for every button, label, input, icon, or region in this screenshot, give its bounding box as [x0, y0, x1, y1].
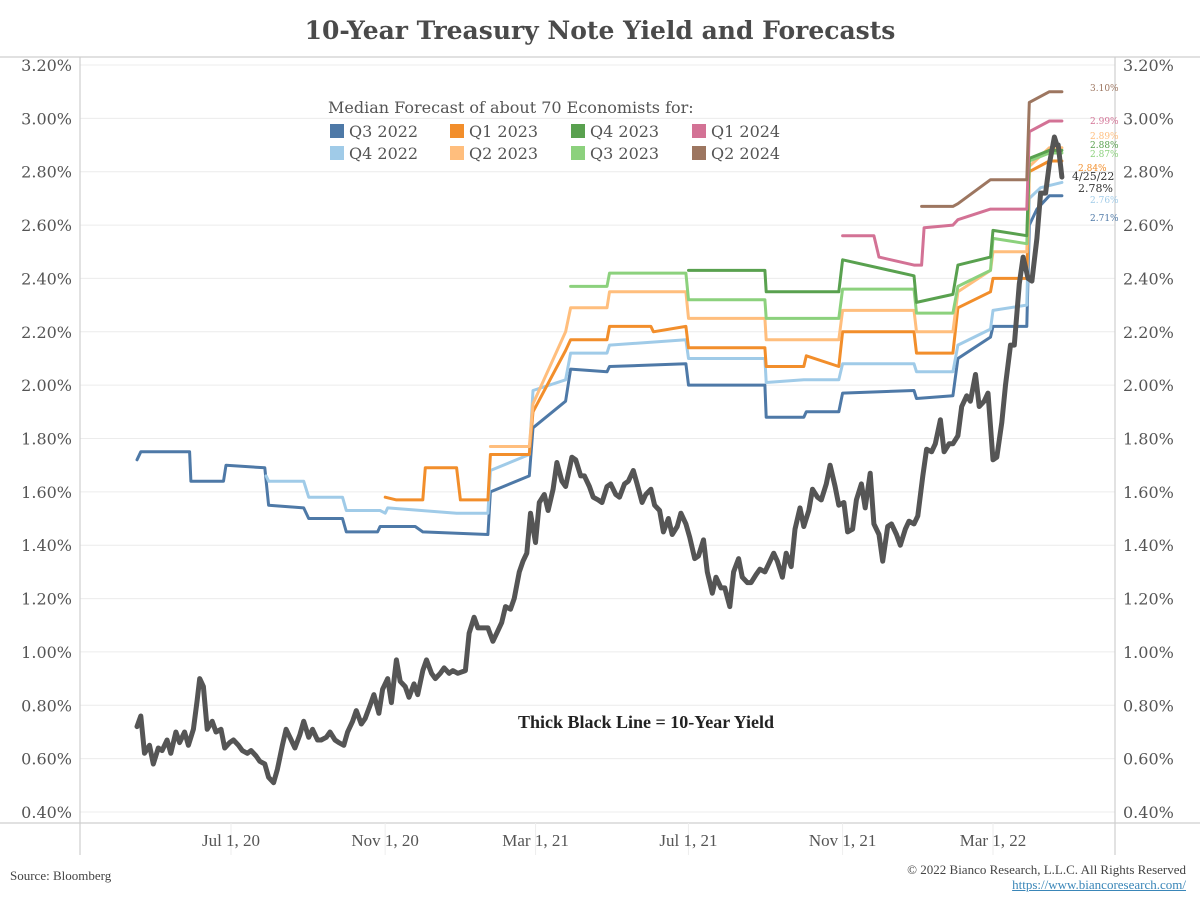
legend-swatch	[330, 124, 344, 138]
axes: 3.20% 3.20% 3.00% 3.00% 2.80% 2.80% 2.60% 2.60%…	[0, 56, 1200, 855]
x-tick-label: Jul 1, 20	[202, 831, 260, 850]
legend-swatch	[571, 146, 585, 160]
legend-swatch	[692, 124, 706, 138]
y-tick-label-left: 0.40%	[21, 803, 72, 822]
y-tick-label-right: 2.80%	[1123, 163, 1174, 182]
x-tick-label: Jul 1, 21	[659, 831, 717, 850]
legend-swatch	[330, 146, 344, 160]
series-group	[134, 90, 1065, 786]
x-tick-label: Mar 1, 21	[502, 831, 569, 850]
x-tick-label: Nov 1, 21	[809, 831, 877, 850]
series-line-q3-2022	[135, 194, 1064, 536]
y-tick-label-right: 2.40%	[1123, 269, 1174, 288]
end-label: 2.87%	[1090, 150, 1119, 160]
y-tick-label-left: 0.60%	[21, 750, 72, 769]
series-line-q1-2023	[383, 159, 1064, 502]
series-line-q2-2024	[920, 90, 1064, 208]
y-tick-label-left: 2.00%	[21, 376, 72, 395]
legend-label: Q4 2023	[590, 122, 659, 141]
end-label: 2.99%	[1090, 117, 1119, 127]
legend-label: Q1 2023	[469, 122, 538, 141]
legend-swatch	[692, 146, 706, 160]
y-tick-label-left: 1.80%	[21, 430, 72, 449]
legend-label: Q3 2023	[590, 144, 659, 163]
y-tick-label-left: 2.80%	[21, 163, 72, 182]
end-label: 2.88%	[1090, 141, 1119, 151]
y-tick-label-left: 1.60%	[21, 483, 72, 502]
y-tick-label-right: 2.20%	[1123, 323, 1174, 342]
y-tick-label-right: 2.00%	[1123, 376, 1174, 395]
series-line-10-year-yield	[134, 134, 1065, 786]
y-tick-label-right: 1.20%	[1123, 590, 1174, 609]
grid	[80, 64, 1115, 813]
y-tick-label-left: 1.20%	[21, 590, 72, 609]
y-tick-label-right: 0.40%	[1123, 803, 1174, 822]
y-tick-label-left: 1.40%	[21, 536, 72, 555]
end-label: 2.84%	[1078, 164, 1107, 174]
y-tick-label-right: 1.60%	[1123, 483, 1174, 502]
y-tick-label-right: 0.80%	[1123, 696, 1174, 715]
legend-label: Q1 2024	[711, 122, 780, 141]
y-tick-label-right: 1.40%	[1123, 536, 1174, 555]
y-tick-label-right: 1.00%	[1123, 643, 1174, 662]
legend-label: Q2 2024	[711, 144, 780, 163]
source-note: Source: Bloomberg	[10, 868, 112, 883]
chart-title: 10-Year Treasury Note Yield and Forecast…	[305, 16, 896, 45]
x-tick-label: Nov 1, 20	[351, 831, 419, 850]
legend-swatch	[571, 124, 585, 138]
yield-end-label: 2.78%	[1078, 182, 1113, 195]
y-tick-label-left: 3.20%	[21, 56, 72, 75]
y-tick-label-left: 0.80%	[21, 696, 72, 715]
legend-swatch	[450, 124, 464, 138]
website-link[interactable]: https://www.biancoresearch.com/	[1012, 877, 1186, 892]
x-tick-label: Mar 1, 22	[960, 831, 1027, 850]
copyright-text: © 2022 Bianco Research, L.L.C. All Right…	[907, 862, 1186, 877]
y-tick-label-right: 3.20%	[1123, 56, 1174, 75]
y-tick-label-right: 1.80%	[1123, 430, 1174, 449]
chart-svg: 10-Year Treasury Note Yield and Forecast…	[0, 16, 1200, 855]
y-tick-label-right: 2.60%	[1123, 216, 1174, 235]
end-label: 2.89%	[1090, 132, 1119, 142]
copyright-block: © 2022 Bianco Research, L.L.C. All Right…	[907, 862, 1186, 892]
legend-swatch	[450, 146, 464, 160]
legend-title: Median Forecast of about 70 Economists f…	[328, 98, 694, 117]
legend-label: Q2 2023	[469, 144, 538, 163]
series-line-q4-2022	[264, 180, 1064, 515]
y-tick-label-left: 1.00%	[21, 643, 72, 662]
legend-label: Q4 2022	[349, 144, 418, 163]
y-tick-label-left: 2.60%	[21, 216, 72, 235]
end-label: 2.71%	[1090, 214, 1119, 224]
y-tick-label-left: 2.20%	[21, 323, 72, 342]
end-label: 2.76%	[1090, 196, 1119, 206]
legend: Median Forecast of about 70 Economists f…	[328, 98, 780, 163]
end-label: 3.10%	[1090, 84, 1119, 94]
y-tick-label-right: 0.60%	[1123, 750, 1174, 769]
last-date-label: 4/25/22	[1072, 170, 1114, 183]
y-tick-label-left: 2.40%	[21, 269, 72, 288]
y-tick-label-left: 3.00%	[21, 109, 72, 128]
legend-label: Q3 2022	[349, 122, 418, 141]
series-line-q2-2023	[488, 146, 1064, 448]
annotation-thick-black-line: Thick Black Line = 10-Year Yield	[518, 712, 774, 732]
end-labels: 2.71% 2.76% 2.84% 2.89% 2.87%2.88% 2.99% 3.10%…	[1072, 84, 1119, 224]
y-tick-label-right: 3.00%	[1123, 109, 1174, 128]
